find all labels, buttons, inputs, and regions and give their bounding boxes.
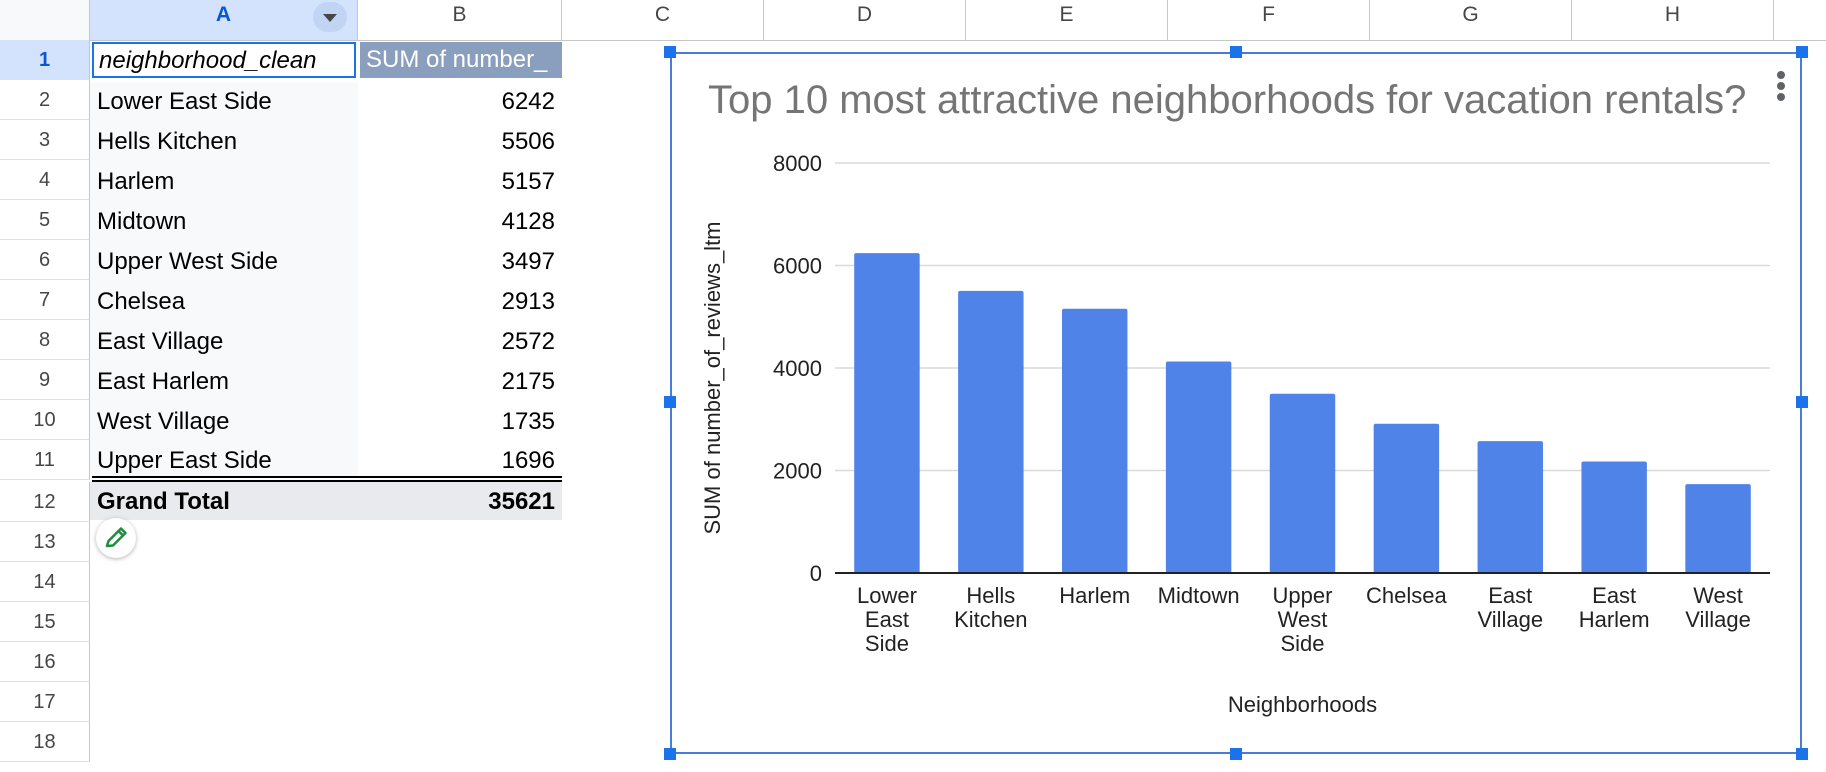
chevron-down-icon[interactable]: [313, 2, 347, 32]
pivot-row-value[interactable]: 1696: [501, 447, 555, 474]
row-header-16[interactable]: 16: [0, 642, 90, 682]
x-tick-label: Lower East Side: [857, 583, 917, 656]
row-header-9[interactable]: 9: [0, 360, 90, 400]
resize-handle[interactable]: [1796, 46, 1808, 58]
resize-handle[interactable]: [1796, 748, 1808, 760]
more-vert-icon[interactable]: [1776, 68, 1786, 108]
bar: [1373, 423, 1440, 573]
grand-total-value[interactable]: 35621: [358, 482, 562, 520]
row-header-13[interactable]: 13: [0, 522, 90, 562]
x-tick-label: Chelsea: [1366, 583, 1447, 608]
pivot-row-label[interactable]: Hells Kitchen: [90, 122, 358, 162]
bar-chart: 0 2000 4000 6000 8000 Lower East Side Hells Kitch…: [700, 151, 1770, 717]
row-header-12[interactable]: 12: [0, 482, 90, 522]
y-tick-label: 8000: [773, 151, 822, 176]
resize-handle[interactable]: [1796, 396, 1808, 408]
bar: [1165, 361, 1232, 573]
resize-handle[interactable]: [664, 748, 676, 760]
bar: [1269, 393, 1336, 573]
chart-title: Top 10 most attractive neighborhoods for…: [708, 78, 1747, 122]
pivot-row-label[interactable]: East Harlem: [90, 362, 358, 402]
pencil-icon: [105, 527, 127, 548]
pivot-row-value[interactable]: 5157: [501, 168, 555, 195]
x-tick-label: Hells Kitchen: [954, 583, 1027, 632]
pivot-row-label[interactable]: West Village: [90, 402, 358, 442]
row-header-10[interactable]: 10: [0, 400, 90, 440]
pivot-row-label[interactable]: Upper East Side: [90, 440, 358, 476]
pivot-row-value[interactable]: 2913: [501, 288, 555, 315]
column-header-row: A B C D E F G H: [0, 0, 1826, 41]
row-header-5[interactable]: 5: [0, 200, 90, 240]
pivot-row-label[interactable]: Harlem: [90, 162, 358, 202]
y-tick-label: 6000: [773, 254, 822, 279]
bar: [958, 290, 1024, 573]
column-header-i[interactable]: [1774, 0, 1826, 40]
row-header-17[interactable]: 17: [0, 682, 90, 722]
x-axis-title: Neighborhoods: [1228, 692, 1377, 717]
row-header-3[interactable]: 3: [0, 120, 90, 160]
pivot-edit-button[interactable]: [96, 518, 136, 558]
pivot-row-value[interactable]: 2572: [501, 328, 555, 355]
column-header-h[interactable]: H: [1572, 0, 1774, 40]
column-header-c[interactable]: C: [562, 0, 764, 40]
row-header-11[interactable]: 11: [0, 440, 90, 480]
x-tick-label: Harlem: [1059, 583, 1130, 608]
resize-handle[interactable]: [664, 46, 676, 58]
row-header-4[interactable]: 4: [0, 160, 90, 200]
row-header-6[interactable]: 6: [0, 240, 90, 280]
pivot-header-sum[interactable]: SUM of number_: [360, 42, 562, 78]
row-header-15[interactable]: 15: [0, 602, 90, 642]
row-header-8[interactable]: 8: [0, 320, 90, 360]
pivot-row-value[interactable]: 5506: [501, 128, 555, 155]
total-divider: [92, 476, 562, 482]
pivot-row-label[interactable]: Midtown: [90, 202, 358, 242]
bar: [854, 253, 920, 573]
chart-container[interactable]: 0 2000 4000 6000 8000 Lower East Side Hells Kitch…: [670, 52, 1802, 754]
column-header-f[interactable]: F: [1168, 0, 1370, 40]
column-header-e[interactable]: E: [966, 0, 1168, 40]
pivot-row-label[interactable]: East Village: [90, 322, 358, 362]
select-all-corner[interactable]: [0, 0, 90, 40]
x-tick-label: East Harlem: [1579, 583, 1650, 632]
column-header-b[interactable]: B: [358, 0, 562, 40]
row-header-2[interactable]: 2: [0, 80, 90, 120]
row-header-1[interactable]: 1: [0, 40, 90, 80]
bar: [1581, 461, 1647, 573]
pivot-row-label[interactable]: Lower East Side: [90, 82, 358, 122]
resize-handle[interactable]: [1230, 748, 1242, 760]
column-header-d[interactable]: D: [764, 0, 966, 40]
grand-total-label[interactable]: Grand Total: [90, 482, 358, 520]
bar: [1061, 308, 1128, 573]
pivot-row-value[interactable]: 3497: [501, 248, 555, 275]
row-header-18[interactable]: 18: [0, 722, 90, 762]
column-header-g[interactable]: G: [1370, 0, 1572, 40]
column-header-a[interactable]: A: [90, 0, 358, 40]
resize-handle[interactable]: [664, 396, 676, 408]
pivot-row-label[interactable]: Chelsea: [90, 282, 358, 322]
x-tick-label: East Village: [1477, 583, 1543, 632]
x-tick-label: West Village: [1685, 583, 1751, 632]
resize-handle[interactable]: [1230, 46, 1242, 58]
y-tick-label: 0: [810, 561, 822, 586]
x-tick-label: Upper West Side: [1273, 583, 1333, 656]
pivot-row-value[interactable]: 4128: [501, 208, 555, 235]
bar: [1685, 484, 1751, 573]
pivot-row-value[interactable]: 1735: [501, 408, 555, 435]
pivot-row-value[interactable]: 6242: [501, 88, 555, 115]
y-tick-label: 4000: [773, 356, 822, 381]
bar: [1477, 441, 1544, 573]
x-tick-label: Midtown: [1158, 583, 1240, 608]
row-header-7[interactable]: 7: [0, 280, 90, 320]
pivot-row-value[interactable]: 2175: [501, 368, 555, 395]
pivot-header-neighborhood[interactable]: neighborhood_clean: [92, 42, 356, 78]
y-tick-label: 2000: [773, 459, 822, 484]
y-axis-title: SUM of number_of_reviews_ltm: [700, 221, 725, 534]
row-header-14[interactable]: 14: [0, 562, 90, 602]
pivot-row-label[interactable]: Upper West Side: [90, 242, 358, 282]
